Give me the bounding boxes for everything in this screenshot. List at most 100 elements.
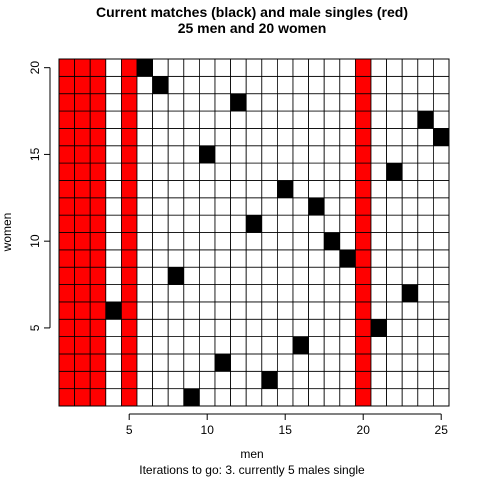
empty-cell xyxy=(401,214,419,233)
empty-cell xyxy=(370,353,387,372)
empty-cell xyxy=(386,370,403,390)
empty-cell xyxy=(276,162,294,181)
empty-cell xyxy=(152,110,169,129)
empty-cell xyxy=(152,336,169,355)
match-cell xyxy=(245,214,263,233)
empty-cell xyxy=(105,388,122,407)
empty-cell xyxy=(308,93,325,112)
empty-cell xyxy=(214,318,231,338)
empty-cell xyxy=(386,249,403,268)
single-cell xyxy=(354,58,372,77)
single-cell xyxy=(89,214,107,233)
empty-cell xyxy=(152,249,169,268)
empty-cell xyxy=(339,214,356,233)
empty-cell xyxy=(230,110,247,129)
single-cell xyxy=(74,388,91,407)
single-cell xyxy=(354,232,372,251)
empty-cell xyxy=(152,162,169,181)
empty-cell xyxy=(323,180,341,199)
empty-cell xyxy=(136,353,153,372)
empty-cell xyxy=(292,75,310,95)
empty-cell xyxy=(152,214,169,233)
single-cell xyxy=(58,75,75,95)
empty-cell xyxy=(339,388,356,407)
empty-cell xyxy=(214,180,231,199)
empty-cell xyxy=(370,145,387,164)
empty-cell xyxy=(432,318,450,338)
empty-cell xyxy=(245,93,263,112)
x-tick-label: 5 xyxy=(126,423,133,437)
empty-cell xyxy=(417,266,434,285)
empty-cell xyxy=(276,93,294,112)
empty-cell xyxy=(105,75,122,95)
empty-cell xyxy=(198,58,216,77)
empty-cell xyxy=(198,214,216,233)
empty-cell xyxy=(339,127,356,147)
empty-cell xyxy=(183,58,200,77)
chart-title-line1: Current matches (black) and male singles… xyxy=(96,4,408,20)
y-tick-label: 15 xyxy=(28,147,42,161)
empty-cell xyxy=(245,284,263,303)
empty-cell xyxy=(432,370,450,390)
empty-cell xyxy=(401,75,419,95)
empty-cell xyxy=(136,75,153,95)
single-cell xyxy=(121,180,138,199)
empty-cell xyxy=(105,249,122,268)
empty-cell xyxy=(230,336,247,355)
empty-cell xyxy=(230,232,247,251)
empty-cell xyxy=(339,336,356,355)
empty-cell xyxy=(214,284,231,303)
empty-cell xyxy=(276,197,294,216)
empty-cell xyxy=(432,162,450,181)
empty-cell xyxy=(136,370,153,390)
single-cell xyxy=(354,284,372,303)
single-cell xyxy=(58,266,75,285)
empty-cell xyxy=(417,145,434,164)
empty-cell xyxy=(198,388,216,407)
empty-cell xyxy=(183,93,200,112)
empty-cell xyxy=(308,284,325,303)
empty-cell xyxy=(276,214,294,233)
single-cell xyxy=(89,336,107,355)
empty-cell xyxy=(417,93,434,112)
empty-cell xyxy=(308,127,325,147)
empty-cell xyxy=(261,127,278,147)
single-cell xyxy=(121,127,138,147)
empty-cell xyxy=(401,145,419,164)
single-cell xyxy=(58,145,75,164)
empty-cell xyxy=(167,249,185,268)
empty-cell xyxy=(308,214,325,233)
single-cell xyxy=(58,180,75,199)
empty-cell xyxy=(339,284,356,303)
empty-cell xyxy=(152,232,169,251)
empty-cell xyxy=(308,232,325,251)
empty-cell xyxy=(230,145,247,164)
empty-cell xyxy=(432,75,450,95)
empty-cell xyxy=(261,266,278,285)
empty-cell xyxy=(323,370,341,390)
empty-cell xyxy=(245,127,263,147)
empty-cell xyxy=(323,266,341,285)
single-cell xyxy=(354,214,372,233)
empty-cell xyxy=(432,353,450,372)
empty-cell xyxy=(417,180,434,199)
single-cell xyxy=(58,353,75,372)
empty-cell xyxy=(198,162,216,181)
single-cell xyxy=(89,388,107,407)
single-cell xyxy=(74,110,91,129)
empty-cell xyxy=(339,180,356,199)
single-cell xyxy=(58,93,75,112)
single-cell xyxy=(354,180,372,199)
empty-cell xyxy=(167,75,185,95)
empty-cell xyxy=(214,336,231,355)
empty-cell xyxy=(261,214,278,233)
empty-cell xyxy=(230,353,247,372)
empty-cell xyxy=(417,214,434,233)
match-cell xyxy=(167,266,185,285)
empty-cell xyxy=(198,266,216,285)
single-cell xyxy=(58,284,75,303)
empty-cell xyxy=(386,318,403,338)
empty-cell xyxy=(432,266,450,285)
empty-cell xyxy=(370,214,387,233)
